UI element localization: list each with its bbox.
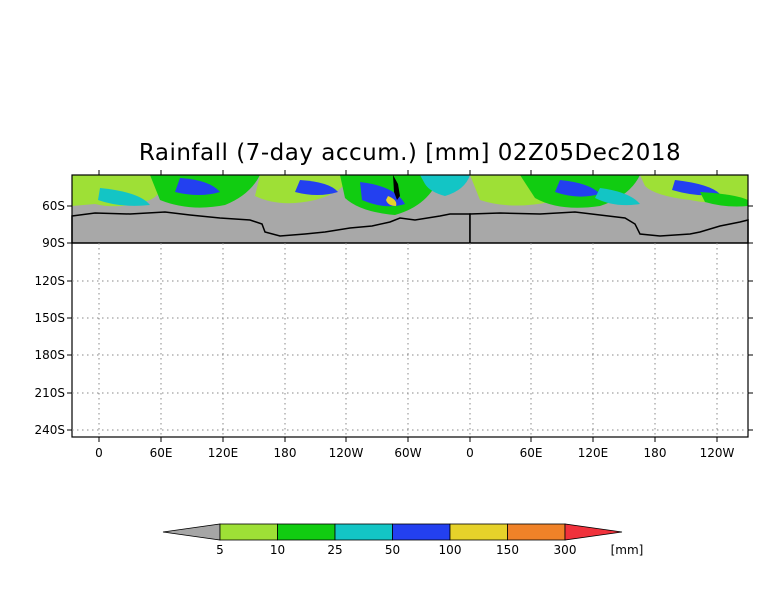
lon-tick-label: 120E [578,446,609,460]
lon-tick-label: 60E [520,446,543,460]
colorbar-label: 150 [496,543,519,557]
lat-tick-label: 150S [34,311,65,325]
colorbar-label: 50 [385,543,400,557]
graticule-grid [72,243,748,437]
colorbar-low-arrow [162,523,221,541]
lon-tick-label: 120E [208,446,239,460]
lon-tick-label: 0 [95,446,103,460]
longitude-axis: 0 60E 120E 180 120W 60W 0 60E 120E 180 120W [95,170,735,460]
lat-tick-label: 60S [42,199,65,213]
lon-tick-label: 180 [274,446,297,460]
rainfall-bands [72,175,748,215]
colorbar-label: 300 [554,543,577,557]
colorbar-segment [219,523,278,541]
colorbar-high-arrow [564,523,623,541]
latitude-axis: 60S 90S 120S 150S 180S 210S 240S [34,199,753,437]
colorbar-segment [334,523,393,541]
lat-tick-label: 120S [34,274,65,288]
lat-tick-label: 240S [34,423,65,437]
lat-tick-label: 210S [34,386,65,400]
lat-tick-label: 180S [34,348,65,362]
colorbar-segment [277,523,336,541]
lon-tick-label: 60E [150,446,173,460]
rainfall-band-east [470,175,748,208]
lon-tick-label: 180 [644,446,667,460]
rainfall-band-west [72,175,470,215]
antarctica-west [71,211,471,244]
colorbar-segment [449,523,508,541]
south-america-tip [393,175,400,200]
colorbar-label: 10 [270,543,285,557]
lon-tick-label: 0 [466,446,474,460]
lon-tick-label: 120W [700,446,735,460]
map-frame [71,174,749,438]
colorbar-segment [507,523,566,541]
lat-tick-label: 90S [42,236,65,250]
map-title: Rainfall (7-day accum.) [mm] 02Z05Dec201… [138,140,682,166]
lon-tick-label: 120W [329,446,364,460]
lon-tick-label: 60W [394,446,421,460]
colorbar-unit: [mm] [611,543,644,557]
antarctica-landmass [71,175,749,244]
colorbar-label: 100 [439,543,462,557]
colorbar: 5 10 25 50 100 150 300 [mm] [162,523,644,557]
colorbar-segment [392,523,451,541]
colorbar-label: 25 [327,543,342,557]
colorbar-label: 5 [216,543,224,557]
